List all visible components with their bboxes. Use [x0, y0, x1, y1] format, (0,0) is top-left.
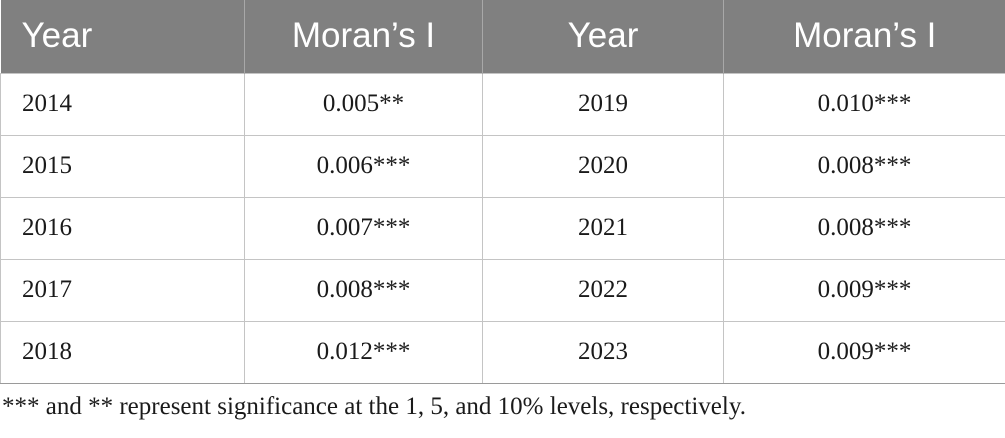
year-cell: 2023 [482, 320, 724, 384]
header-year-right: Year [482, 0, 724, 73]
morans-i-cell: 0.009*** [723, 320, 1005, 384]
morans-i-cell: 0.007*** [244, 196, 483, 259]
year-cell: 2016 [0, 196, 245, 259]
year-cell: 2018 [0, 320, 245, 384]
year-cell: 2020 [482, 134, 724, 197]
morans-i-cell: 0.008*** [723, 196, 1005, 259]
morans-i-cell: 0.009*** [723, 258, 1005, 321]
morans-i-cell: 0.005** [244, 72, 483, 135]
morans-i-cell: 0.006*** [244, 134, 483, 197]
header-row: Year Moran’s I Year Moran’s I [0, 0, 1005, 73]
morans-i-cell: 0.008*** [723, 134, 1005, 197]
table-row: 2016 0.007*** 2021 0.008*** [0, 196, 1005, 259]
results-table-container: Year Moran’s I Year Moran’s I 2014 0.005… [0, 0, 1005, 384]
table-row: 2014 0.005** 2019 0.010*** [0, 72, 1005, 135]
year-cell: 2022 [482, 258, 724, 321]
year-cell: 2015 [0, 134, 245, 197]
morans-i-cell: 0.010*** [723, 72, 1005, 135]
year-cell: 2017 [0, 258, 245, 321]
year-cell: 2014 [0, 72, 245, 135]
table-footnote: *** and ** represent significance at the… [2, 393, 746, 420]
header-year-left: Year [21, 16, 93, 56]
table-row: 2017 0.008*** 2022 0.009*** [0, 258, 1005, 321]
morans-i-cell: 0.008*** [244, 258, 483, 321]
table-header: Year Moran’s I Year Moran’s I [0, 0, 1005, 73]
year-cell: 2021 [482, 196, 724, 259]
morans-i-table: Year Moran’s I Year Moran’s I 2014 0.005… [0, 0, 1005, 384]
morans-i-cell: 0.012*** [244, 320, 483, 384]
table-row: 2015 0.006*** 2020 0.008*** [0, 134, 1005, 197]
year-cell: 2019 [482, 72, 724, 135]
header-morans-i-right: Moran’s I [723, 0, 1005, 73]
header-morans-i-left: Moran’s I [244, 0, 483, 73]
table-body: 2014 0.005** 2019 0.010*** 2015 0.006***… [0, 72, 1005, 384]
table-row: 2018 0.012*** 2023 0.009*** [0, 320, 1005, 384]
